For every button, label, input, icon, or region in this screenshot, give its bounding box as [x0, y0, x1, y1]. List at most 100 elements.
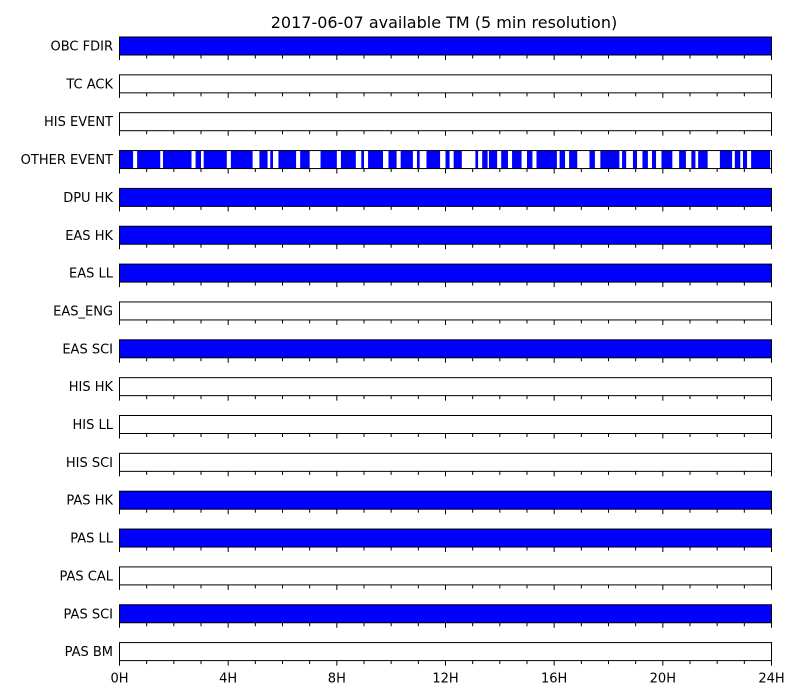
timeline-row: HIS LL: [73, 415, 772, 439]
x-tick-label: 16H: [541, 672, 567, 687]
timeline-row: HIS HK: [69, 377, 772, 401]
availability-segment: [119, 226, 772, 245]
timeline-row: PAS BM: [65, 642, 772, 666]
availability-segment: [719, 150, 733, 169]
availability-segment: [734, 150, 741, 169]
availability-segment: [589, 150, 595, 169]
rows-layer: OBC FDIR TC ACK HIS EVENT OTHER EVENT DPU HK…: [21, 36, 772, 666]
availability-segment: [742, 150, 748, 169]
availability-segment: [137, 150, 161, 169]
availability-segment: [642, 150, 648, 169]
row-frame: [119, 112, 772, 132]
row-frame: [119, 642, 772, 662]
row-frame: [119, 566, 772, 586]
row-label: HIS HK: [69, 380, 114, 395]
availability-segment: [622, 150, 627, 169]
availability-segment: [536, 150, 557, 169]
availability-segment: [119, 264, 772, 283]
timeline-row: EAS_ENG: [53, 301, 772, 325]
row-frame: [119, 377, 772, 397]
row-label: PAS HK: [66, 494, 113, 509]
availability-segment: [119, 604, 772, 623]
availability-segment: [230, 150, 253, 169]
x-tick-label: 24H: [758, 672, 784, 687]
timeline-row: HIS SCI: [66, 452, 772, 477]
row-label: PAS CAL: [60, 569, 114, 584]
availability-segment: [698, 150, 708, 169]
row-label: OBC FDIR: [51, 40, 114, 55]
row-label: EAS HK: [65, 229, 113, 244]
availability-segment: [119, 339, 772, 358]
availability-segment: [119, 188, 772, 207]
timeline-row: DPU HK: [63, 187, 772, 212]
timeline-row: OTHER EVENT: [21, 150, 772, 174]
timeline-row: EAS LL: [69, 263, 772, 288]
row-label: DPU HK: [63, 191, 113, 206]
row-label: PAS LL: [70, 532, 114, 547]
availability-segment: [119, 529, 772, 548]
availability-segment: [501, 150, 508, 169]
x-tick-label: 4H: [219, 672, 237, 687]
row-label: HIS LL: [73, 418, 114, 433]
timeline-row: EAS HK: [65, 225, 772, 250]
availability-segment: [400, 150, 413, 169]
availability-segment: [270, 150, 273, 169]
x-tick-label: 12H: [432, 672, 458, 687]
availability-segment: [569, 150, 578, 169]
availability-segment: [600, 150, 620, 169]
availability-segment: [488, 150, 498, 169]
availability-segment: [259, 150, 268, 169]
timeline-row: HIS EVENT: [44, 112, 772, 136]
row-label: EAS SCI: [62, 342, 113, 357]
x-tick-label: 20H: [650, 672, 676, 687]
availability-segment: [661, 150, 673, 169]
x-axis: 0H 4H 8H 12H 16H 20H 24H: [110, 672, 784, 687]
availability-segment: [416, 150, 420, 169]
availability-segment: [751, 150, 771, 169]
availability-segment: [559, 150, 566, 169]
chart-title: 2017-06-07 available TM (5 min resolutio…: [271, 13, 617, 32]
timeline-row: PAS CAL: [60, 566, 772, 590]
row-frame: [119, 452, 772, 472]
row-label: PAS BM: [65, 645, 113, 660]
x-tick-label: 8H: [328, 672, 346, 687]
timeline-row: PAS HK: [66, 490, 772, 515]
availability-segment: [340, 150, 356, 169]
x-tick-label: 0H: [110, 672, 128, 687]
availability-segment: [512, 150, 522, 169]
row-label: OTHER EVENT: [21, 153, 113, 168]
availability-segment: [278, 150, 297, 169]
availability-segment: [388, 150, 397, 169]
availability-segment: [119, 37, 772, 55]
availability-segment: [445, 150, 450, 169]
row-label: EAS_ENG: [53, 304, 113, 319]
availability-segment: [119, 491, 772, 510]
row-label: TC ACK: [65, 77, 113, 92]
row-label: HIS SCI: [66, 456, 113, 471]
availability-segment: [453, 150, 462, 169]
row-label: EAS LL: [69, 267, 114, 282]
availability-segment: [320, 150, 337, 169]
availability-segment: [475, 150, 479, 169]
availability-segment: [203, 150, 227, 169]
availability-segment: [651, 150, 657, 169]
availability-segment: [361, 150, 364, 169]
timeline-row: PAS LL: [70, 528, 772, 553]
row-frame: [119, 415, 772, 434]
timeline-row: OBC FDIR: [51, 36, 772, 60]
availability-segment: [679, 150, 686, 169]
availability-segment: [368, 150, 384, 169]
timeline-row: TC ACK: [65, 74, 772, 98]
row-frame: [119, 74, 772, 94]
availability-segment: [632, 150, 638, 169]
availability-segment: [119, 150, 134, 169]
availability-segment: [426, 150, 441, 169]
row-frame: [119, 301, 772, 321]
availability-segment: [300, 150, 310, 169]
availability-segment: [691, 150, 696, 169]
availability-segment: [527, 150, 533, 169]
timeline-row: PAS SCI: [64, 604, 772, 628]
row-label: PAS SCI: [64, 607, 113, 622]
row-label: HIS EVENT: [44, 115, 113, 130]
